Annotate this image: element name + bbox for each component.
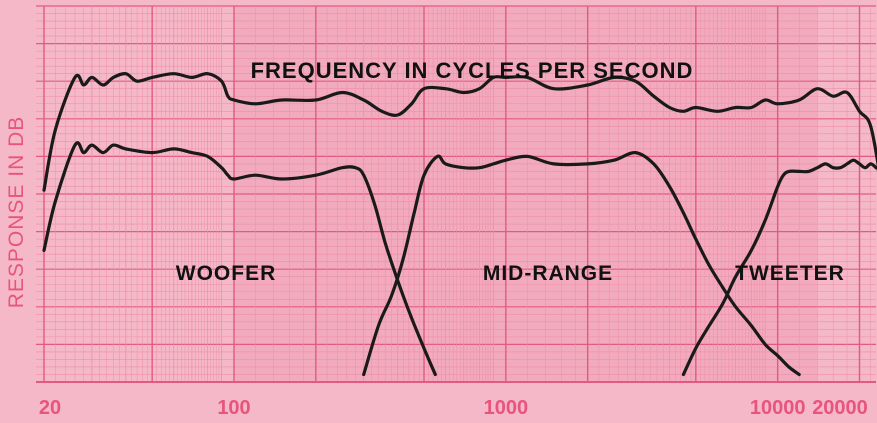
x-tick-label: 10000 <box>750 397 806 419</box>
x-tick-label: 20 <box>39 397 61 419</box>
tweeter-response-curve <box>681 158 877 377</box>
annotation-tweeter: TWEETER <box>735 262 845 285</box>
chart-title: FREQUENCY IN CYCLES PER SECOND <box>251 58 694 83</box>
combined-response-curve <box>42 72 877 192</box>
x-axis-tick-labels: 20 100 1000 10000 20000 <box>39 397 868 419</box>
response-curves <box>42 72 877 377</box>
x-tick-label: 20000 <box>812 397 868 419</box>
woofer-response-curve <box>42 141 437 377</box>
annotation-mid-range: MID-RANGE <box>483 262 613 285</box>
x-tick-label: 1000 <box>484 397 529 419</box>
mid-range-response-curve <box>362 150 801 377</box>
y-axis-label: RESPONSE IN DB <box>5 115 28 308</box>
annotation-woofer: WOOFER <box>176 262 277 285</box>
x-tick-label: 100 <box>217 397 250 419</box>
chart-grid <box>36 5 876 383</box>
y-axis-label-wrapper: RESPONSE IN DB <box>2 0 32 423</box>
